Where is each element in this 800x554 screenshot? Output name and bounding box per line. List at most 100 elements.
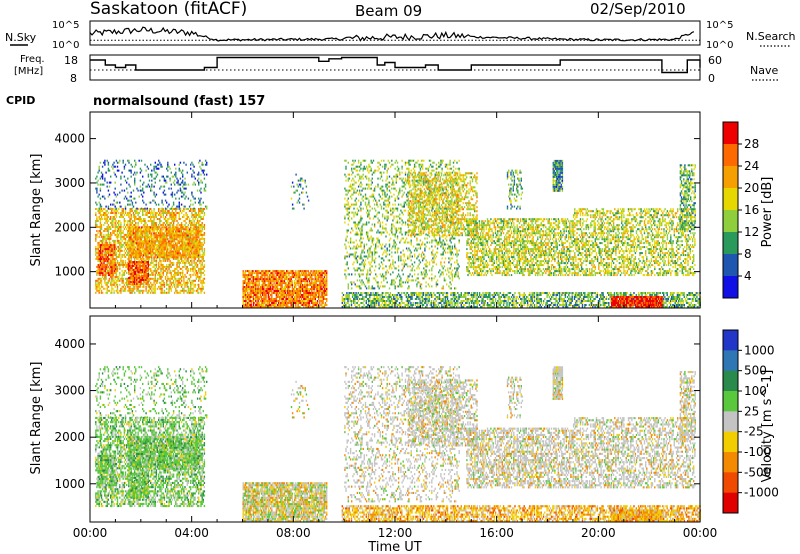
power-cell (124, 176, 125, 178)
nave-label: Nave (750, 64, 778, 77)
power-cell (130, 261, 131, 263)
power-cell (160, 238, 161, 240)
power-cell (107, 238, 108, 240)
power-cell (275, 280, 276, 282)
power-cell (134, 180, 135, 182)
power-cell (147, 208, 148, 210)
power-cell (127, 222, 128, 224)
power-cell (267, 286, 268, 288)
power-cell (177, 274, 178, 276)
power-cell (175, 234, 176, 236)
power-cell (99, 230, 100, 232)
power-cell (107, 186, 108, 188)
power-cell (267, 302, 268, 304)
power-cell (293, 292, 294, 294)
power-cell (169, 288, 170, 290)
power-cell (156, 262, 157, 264)
power-cell (177, 250, 178, 252)
power-cell (200, 244, 201, 246)
power-cell (248, 284, 249, 286)
power-cell (291, 276, 292, 278)
power-cell (285, 302, 286, 304)
power-cell (153, 292, 154, 294)
power-cell (148, 254, 149, 256)
power-cell (182, 274, 183, 276)
power-cell (286, 274, 287, 276)
power-cell (146, 230, 147, 232)
power-cell (106, 252, 107, 254)
power-cell (165, 236, 166, 238)
power-cell (109, 228, 110, 230)
power-cell (144, 242, 145, 244)
power-cell (171, 172, 172, 174)
power-cell (204, 214, 205, 216)
power-cell (104, 278, 105, 280)
power-cell (301, 296, 302, 298)
power-cell (193, 182, 194, 184)
power-cell (172, 196, 173, 198)
power-cell (123, 286, 124, 288)
power-cell (182, 192, 183, 194)
power-cell (120, 242, 121, 244)
power-cell (265, 298, 266, 300)
power-cell (115, 248, 116, 250)
power-cell (172, 270, 173, 272)
power-cell (157, 212, 158, 214)
power-cell (133, 216, 134, 218)
power-cell (255, 286, 256, 288)
power-cell (96, 256, 97, 258)
power-cell (178, 228, 179, 230)
power-cell (272, 286, 273, 288)
power-cell (112, 226, 113, 228)
power-cell (267, 274, 268, 276)
power-cell (270, 282, 271, 284)
power-cell (179, 206, 180, 208)
power-cell (105, 276, 106, 278)
power-cell (120, 214, 121, 216)
power-cell (142, 254, 143, 256)
power-cell (107, 222, 108, 224)
power-cell (128, 214, 129, 216)
power-cell (107, 264, 108, 266)
power-cell (168, 218, 169, 220)
power-cell (131, 210, 132, 212)
power-cell (136, 267, 137, 269)
power-cell (107, 286, 108, 288)
power-cell (171, 274, 172, 276)
power-cell (159, 188, 160, 190)
power-cell (96, 190, 97, 192)
power-cell (275, 292, 276, 294)
power-cell (151, 246, 152, 248)
power-cell (175, 208, 176, 210)
power-cell (128, 236, 129, 238)
power-cell (307, 296, 308, 298)
power-cell (160, 228, 161, 230)
power-cell (107, 282, 108, 284)
power-cell (134, 277, 135, 279)
power-cell (181, 230, 182, 232)
power-cell (145, 204, 146, 206)
power-cell (110, 260, 111, 262)
power-cell (111, 246, 112, 248)
power-cell (112, 216, 113, 218)
power-cell (165, 200, 166, 202)
power-cell (170, 254, 171, 256)
power-cell (251, 294, 252, 296)
power-cell (188, 216, 189, 218)
power-cell (180, 236, 181, 238)
power-cell (134, 236, 135, 238)
power-cell (146, 275, 147, 277)
power-cell (200, 242, 201, 244)
power-cell (253, 296, 254, 298)
power-cell (193, 232, 194, 234)
power-cell (128, 184, 129, 186)
power-cell (103, 240, 104, 242)
power-cell (106, 268, 107, 270)
power-cell (199, 200, 200, 202)
power-cell (206, 164, 207, 166)
power-cell (170, 252, 171, 254)
power-cell (262, 278, 263, 280)
power-cell (125, 208, 126, 210)
power-cell (151, 216, 152, 218)
power-cell (299, 272, 300, 274)
